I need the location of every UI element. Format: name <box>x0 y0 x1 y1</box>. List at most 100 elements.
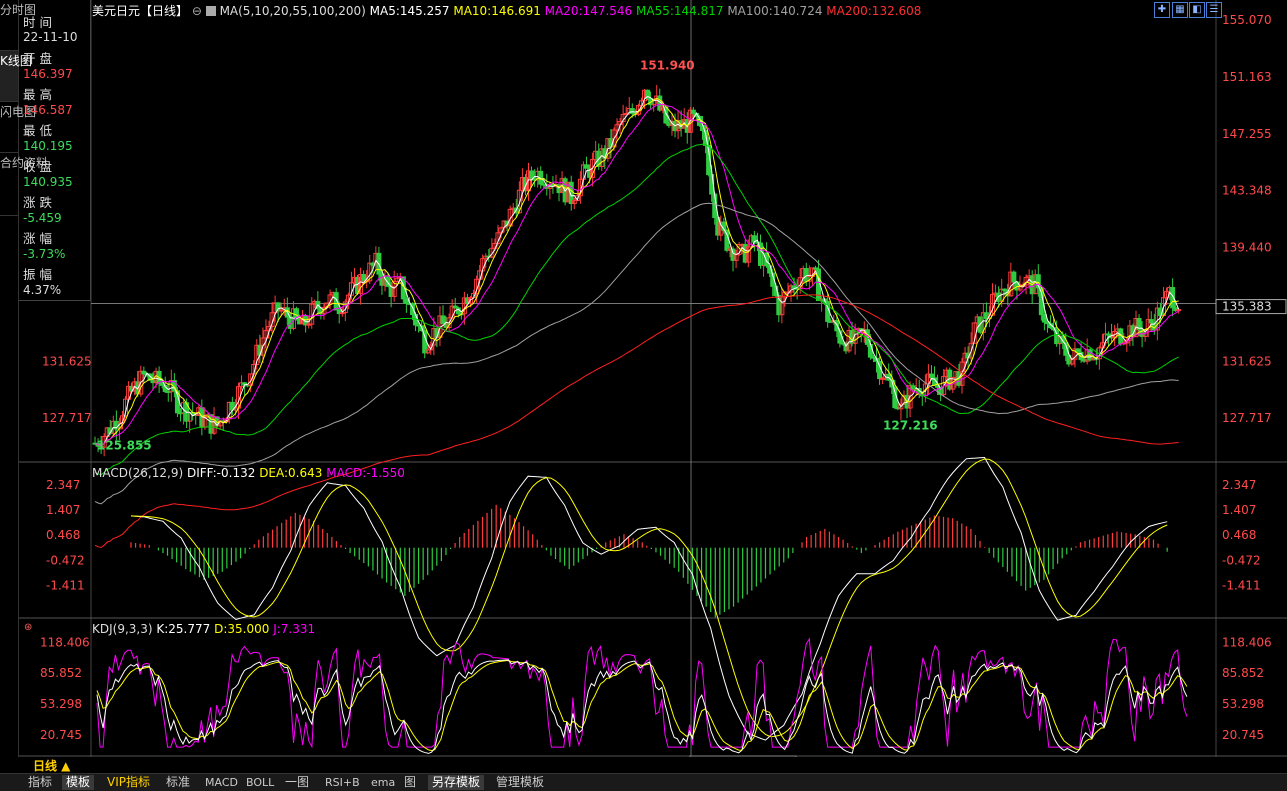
candle-body <box>843 343 849 352</box>
change-label: 涨 跌 <box>23 195 52 210</box>
candle-body <box>1060 335 1066 344</box>
ma200-line <box>94 294 1179 549</box>
candle-body <box>248 373 254 386</box>
current-price-tag <box>1215 299 1287 315</box>
candle-body <box>403 298 409 304</box>
candle-body <box>776 295 782 316</box>
pct-value: -3.73% <box>23 247 66 261</box>
dea-line <box>130 458 1168 738</box>
candle-body <box>342 301 348 314</box>
change-value: -5.459 <box>23 211 62 225</box>
kdj-k-line <box>96 659 1188 754</box>
tab-standard[interactable]: 标准 <box>166 775 191 789</box>
candle-body <box>474 278 480 295</box>
candle-body <box>138 370 144 395</box>
tab-one-chart[interactable]: 一图 <box>285 775 310 789</box>
tab-boll[interactable]: BOLL <box>246 776 275 789</box>
settings-icon[interactable]: ⊖ <box>191 4 202 18</box>
kdj-axis-label-left: 53.298 <box>40 697 82 711</box>
diff-value: DIFF:-0.132 <box>186 466 256 480</box>
tab-indicator[interactable]: 指标 <box>28 775 53 789</box>
candle-body <box>666 122 672 127</box>
candle-body <box>806 275 812 282</box>
candle-body <box>260 337 266 356</box>
candle-body <box>928 373 934 379</box>
tab-manage-template[interactable]: 管理模板 <box>496 775 545 789</box>
candle-body <box>745 246 751 263</box>
kdj-d-line <box>96 659 1188 752</box>
kdj-legend: KDJ(9,3,3) K:25.777 D:35.000 J:7.331 <box>92 622 315 636</box>
ma10-value: MA10:146.691 <box>453 4 541 18</box>
panel-icon[interactable]: ◧ <box>1189 2 1205 18</box>
candle-body <box>385 276 391 287</box>
candle-body <box>297 317 303 325</box>
tab-template[interactable]: 模板 <box>62 775 95 790</box>
candle-body <box>629 108 635 114</box>
low-marker: 125.855 <box>97 438 152 452</box>
candle-body <box>556 184 562 194</box>
macd-spec: MACD(26,12,9) <box>92 466 184 480</box>
candle-body <box>278 309 284 312</box>
tab-ema[interactable]: ema <box>371 776 396 789</box>
macd-axis-label-left: 0.468 <box>46 528 80 542</box>
period-selector[interactable]: 日线 ▲ <box>33 759 71 773</box>
main-legend: 美元日元【日线】 ⊖ MA(5,10,20,55,100,200) MA5:14… <box>92 2 921 19</box>
candle-body <box>1148 319 1154 324</box>
candle-body <box>333 292 339 311</box>
ma-spec: MA(5,10,20,55,100,200) <box>219 4 366 18</box>
tab-save-template[interactable]: 另存模板 <box>428 775 485 790</box>
ma55-value: MA55:144.817 <box>636 4 724 18</box>
price-axis-label: 151.163 <box>1222 70 1272 84</box>
symbol-title[interactable]: 美元日元【日线】 <box>92 4 189 18</box>
bar-info-panel: 时 间 22-11-10 开 盘 146.397 最 高 146.587 最 低… <box>19 0 91 301</box>
candle-body <box>583 164 589 169</box>
candle-body <box>1170 287 1176 309</box>
tab-rsi-b[interactable]: RSI+B <box>325 776 360 789</box>
current-price-label: 135.383 <box>1222 300 1272 314</box>
candle-body <box>275 302 281 312</box>
candle-body <box>1075 348 1081 353</box>
tab-chart[interactable]: 图 <box>404 775 417 789</box>
price-axis-label-left: 131.625 <box>42 354 92 368</box>
tab-kline[interactable]: K线图 <box>0 51 32 102</box>
price-axis-label: 143.348 <box>1222 184 1272 198</box>
view-tabs: 分时图 K线图 闪电图 合约资料 <box>0 0 48 757</box>
tab-timeshare[interactable]: 分时图 <box>0 0 36 51</box>
tab-flash[interactable]: 闪电图 <box>0 102 36 153</box>
j-value: J:7.331 <box>273 622 316 636</box>
candle-body <box>1054 329 1060 345</box>
ma55-line <box>94 143 1179 476</box>
low-marker-2: 127.216 <box>883 418 938 432</box>
candle-body <box>391 280 397 297</box>
candle-body <box>443 323 449 329</box>
ma200-value: MA200:132.608 <box>826 4 922 18</box>
ma5-line <box>94 95 1180 447</box>
amp-value: 4.37% <box>23 283 62 297</box>
price-axis-label: 131.625 <box>1222 354 1272 368</box>
kdj-axis-label: 85.852 <box>1222 666 1264 680</box>
candle-body <box>996 292 1002 302</box>
open-value: 146.397 <box>23 67 73 81</box>
list-icon[interactable]: ☰ <box>1206 2 1222 18</box>
macd-axis-label-left: 1.407 <box>46 503 80 517</box>
plus-box-icon[interactable]: ✚ <box>1154 2 1170 18</box>
candle-body <box>611 129 617 148</box>
candle-body <box>812 267 818 270</box>
candle-body <box>522 177 528 192</box>
price-axis-label: 127.717 <box>1222 411 1272 425</box>
grid-icon[interactable]: ▦ <box>1172 2 1188 18</box>
price-axis-label: 155.070 <box>1222 13 1272 27</box>
candle-body <box>571 200 577 205</box>
candle-body <box>269 312 275 327</box>
tab-vip-indicator[interactable]: VIP指标 <box>107 775 150 789</box>
kdj-settings-icon[interactable]: ⊛ <box>24 622 33 633</box>
tab-macd[interactable]: MACD <box>205 776 238 789</box>
candle-body <box>706 144 712 176</box>
candle-body <box>440 315 446 325</box>
ma-toggle-icon[interactable] <box>205 6 216 16</box>
candle-body <box>754 241 760 244</box>
candle-body <box>529 170 535 179</box>
candle-body <box>742 243 748 263</box>
tab-contract-info[interactable]: 合约资料 <box>0 153 48 216</box>
